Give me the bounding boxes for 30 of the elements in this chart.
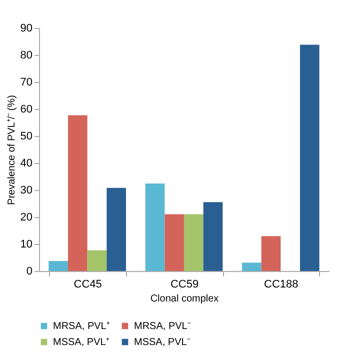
bar (242, 262, 262, 271)
legend-label: MSSA, PVL⁺ (53, 337, 110, 348)
y-tick-label: 50 (20, 130, 32, 142)
y-tick-label: 10 (20, 238, 32, 250)
bar (68, 115, 88, 271)
y-tick-label: 40 (20, 158, 32, 170)
y-tick-label: 80 (20, 50, 32, 62)
x-tick-label: CC59 (170, 278, 199, 290)
bar (48, 261, 68, 271)
y-axis-title: Prevalence of PVL⁺/⁻ (%) (6, 95, 18, 205)
x-tick-label: CC188 (264, 278, 298, 290)
bar (261, 236, 281, 271)
legend-label: MRSA, PVL⁺ (53, 321, 110, 332)
bar (184, 214, 204, 271)
y-tick-label: 60 (20, 104, 32, 116)
x-tick-label: CC45 (74, 278, 102, 290)
bar (106, 188, 126, 271)
y-tick-label: 30 (20, 184, 32, 196)
bar (145, 184, 165, 271)
legend-label: MSSA, PVL⁻ (134, 337, 191, 348)
y-tick-label: 20 (20, 212, 32, 224)
bar (203, 202, 223, 271)
bar (300, 44, 320, 271)
bar (87, 250, 107, 271)
bar (164, 214, 184, 271)
y-tick-label: 0 (26, 266, 32, 278)
x-axis-title: Clonal complex (150, 294, 219, 304)
y-tick-label: 70 (20, 76, 32, 88)
legend-label: MRSA, PVL⁻ (134, 321, 192, 332)
y-tick-label: 90 (20, 22, 32, 34)
